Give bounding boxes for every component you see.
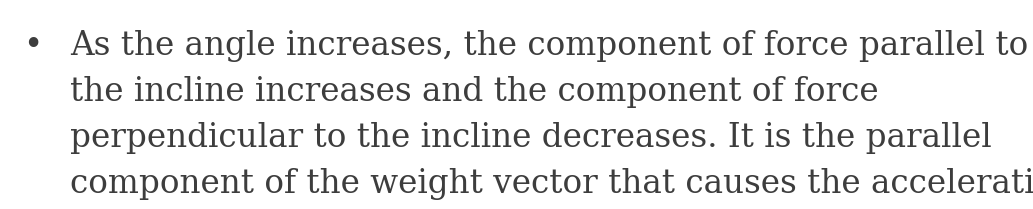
Text: •: • xyxy=(23,30,42,62)
Text: component of the weight vector that causes the acceleration: component of the weight vector that caus… xyxy=(70,168,1033,200)
Text: perpendicular to the incline decreases. It is the parallel: perpendicular to the incline decreases. … xyxy=(70,122,992,154)
Text: the incline increases and the component of force: the incline increases and the component … xyxy=(70,76,879,108)
Text: As the angle increases, the component of force parallel to: As the angle increases, the component of… xyxy=(70,30,1029,62)
